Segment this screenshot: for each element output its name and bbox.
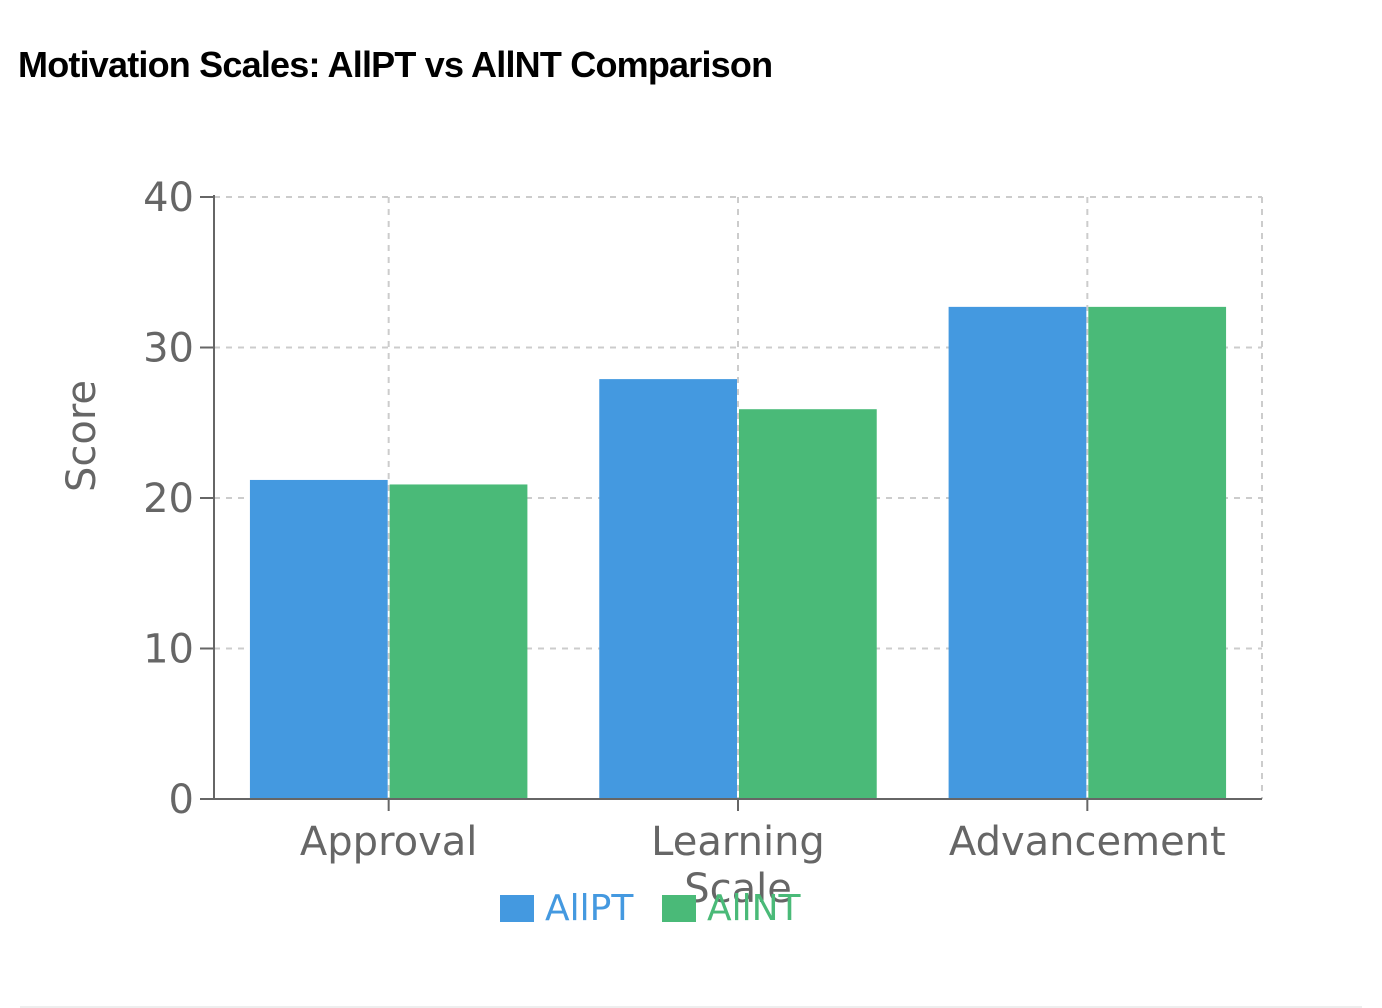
- x-axis-label: Scale: [684, 866, 792, 912]
- y-tick-label: 20: [143, 476, 194, 522]
- y-tick-label: 30: [143, 326, 194, 372]
- legend-label-allpt: AllPT: [545, 888, 634, 929]
- divider: [20, 1006, 1362, 1008]
- chart-title: Motivation Scales: AllPT vs AllNT Compar…: [18, 44, 773, 85]
- x-tick-label: Approval: [300, 819, 477, 865]
- legend-label-allnt: AllNT: [707, 888, 802, 929]
- bar-allnt-advancement: [1088, 306, 1227, 799]
- axes: [200, 195, 1262, 811]
- bar-allnt-approval: [389, 484, 528, 799]
- legend-swatch-allpt: [500, 895, 534, 922]
- bars: [249, 306, 1227, 799]
- bar-allpt-advancement: [948, 306, 1087, 799]
- legend: AllPT AllNT: [500, 888, 802, 929]
- bar-allnt-learning: [739, 409, 877, 799]
- bar-allpt-learning: [599, 379, 737, 799]
- y-tick-label: 0: [169, 777, 194, 823]
- tick-labels: 0 10 20 30 40 Approval Learning Advancement: [143, 175, 1226, 865]
- legend-swatch-allnt: [662, 895, 696, 922]
- grid-lines: [214, 196, 1263, 799]
- x-tick-label: Learning: [651, 819, 825, 865]
- y-tick-label: 40: [143, 175, 194, 221]
- bar-allpt-approval: [249, 479, 388, 799]
- y-tick-label: 10: [143, 627, 194, 673]
- x-tick-label: Advancement: [949, 819, 1226, 865]
- y-axis-label: Score: [59, 380, 105, 492]
